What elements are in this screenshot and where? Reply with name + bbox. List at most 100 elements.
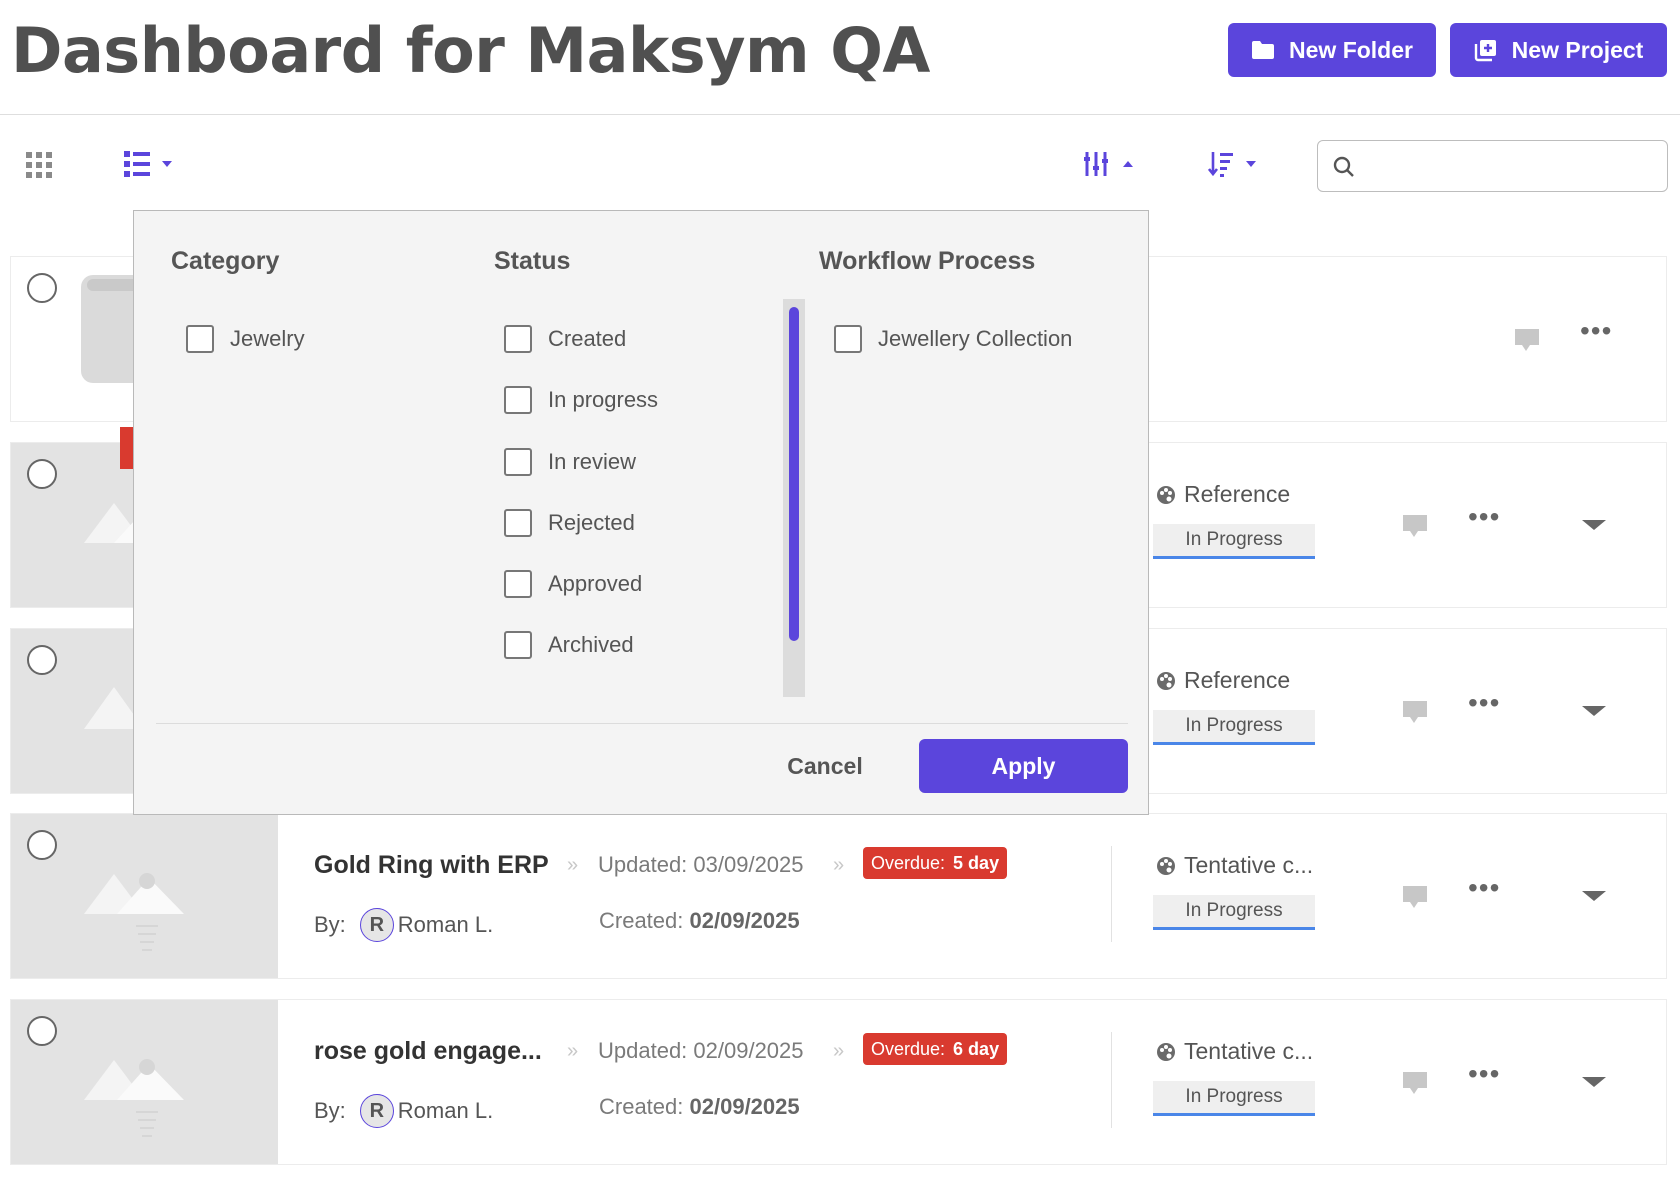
author: By: R Roman L. <box>314 1094 493 1128</box>
grid-view-icon[interactable] <box>26 152 52 183</box>
search-input[interactable] <box>1317 140 1668 192</box>
page-header: Dashboard for Maksym QA New Folder New P… <box>0 0 1680 115</box>
project-title[interactable]: rose gold engage... <box>314 1037 542 1065</box>
new-project-button[interactable]: New Project <box>1450 23 1667 77</box>
status-heading: Status <box>494 247 571 275</box>
filter-status-created[interactable]: Created <box>504 325 626 353</box>
scrollbar-thumb[interactable] <box>789 307 799 641</box>
comment-icon[interactable] <box>1513 327 1541 353</box>
workflow-label: Tentative c... <box>1184 1038 1314 1064</box>
status-badge: In Progress <box>1153 895 1315 930</box>
chevron-right-icon: » <box>567 854 579 876</box>
status-badge: In Progress <box>1153 710 1315 745</box>
created-date: Created: 02/09/2025 <box>599 1094 800 1119</box>
new-folder-button[interactable]: New Folder <box>1228 23 1436 77</box>
apply-button[interactable]: Apply <box>919 739 1128 793</box>
divider <box>1111 846 1112 942</box>
more-options-icon[interactable]: ••• <box>1468 687 1501 718</box>
chevron-down-icon[interactable] <box>1581 888 1607 904</box>
comment-icon[interactable] <box>1401 699 1429 725</box>
chevron-right-icon: » <box>833 854 845 876</box>
checkbox[interactable] <box>504 570 532 598</box>
more-options-icon[interactable]: ••• <box>1580 315 1613 346</box>
filter-status-in-progress[interactable]: In progress <box>504 386 658 414</box>
filter-status-archived[interactable]: Archived <box>504 631 634 659</box>
select-radio[interactable] <box>27 645 57 675</box>
filter-status-in-review[interactable]: In review <box>504 448 636 476</box>
avatar: R <box>359 1094 394 1128</box>
chevron-right-icon: » <box>567 1040 579 1062</box>
status-badge: In Progress <box>1153 1081 1315 1116</box>
select-radio[interactable] <box>27 459 57 489</box>
sliders-icon <box>1084 152 1108 176</box>
author-name: Roman L. <box>397 1098 494 1123</box>
add-project-icon <box>1474 38 1498 62</box>
checkbox[interactable] <box>834 325 862 353</box>
workflow-name: Reference <box>1156 481 1290 508</box>
overdue-badge: Overdue: 6 day <box>863 1033 1008 1065</box>
overdue-badge: Overdue: 5 day <box>863 847 1008 879</box>
checkbox[interactable] <box>504 448 532 476</box>
comment-icon[interactable] <box>1401 1070 1429 1096</box>
chevron-up-icon <box>1123 161 1133 167</box>
chevron-down-icon[interactable] <box>1581 703 1607 719</box>
select-radio[interactable] <box>27 273 57 303</box>
checkbox[interactable] <box>504 325 532 353</box>
list-view-icon[interactable] <box>124 150 172 178</box>
workflow-label: Tentative c... <box>1184 852 1314 878</box>
more-options-icon[interactable]: ••• <box>1468 872 1501 903</box>
overdue-marker <box>120 427 136 469</box>
image-placeholder-icon <box>84 873 184 951</box>
updated-date: Updated: 02/09/2025 <box>598 1038 804 1063</box>
project-title[interactable]: Gold Ring with ERP <box>314 851 549 879</box>
new-folder-label: New Folder <box>1289 36 1413 63</box>
chevron-down-icon <box>1246 161 1256 167</box>
chevron-right-icon: » <box>833 1040 845 1062</box>
workflow-label: Reference <box>1184 667 1291 693</box>
comment-icon[interactable] <box>1401 884 1429 910</box>
avatar: R <box>359 908 394 942</box>
checkbox[interactable] <box>186 325 214 353</box>
list-item-project[interactable]: Gold Ring with ERP » Updated: 03/09/2025… <box>10 813 1667 979</box>
workflow-name: Tentative c... <box>1156 1038 1313 1065</box>
page-title: Dashboard for Maksym QA <box>11 14 930 87</box>
image-placeholder-icon <box>84 687 144 729</box>
workflow-heading: Workflow Process <box>819 247 1036 275</box>
more-options-icon[interactable]: ••• <box>1468 501 1501 532</box>
chevron-down-icon[interactable] <box>1581 517 1607 533</box>
select-radio[interactable] <box>27 830 57 860</box>
more-options-icon[interactable]: ••• <box>1468 1058 1501 1089</box>
list-item-project[interactable]: rose gold engage... » Updated: 02/09/202… <box>10 999 1667 1165</box>
filter-panel: Category Status Workflow Process Jewelry… <box>133 210 1149 815</box>
status-badge: In Progress <box>1153 524 1315 559</box>
palette-icon <box>1156 485 1176 505</box>
filter-workflow-jewellery-collection[interactable]: Jewellery Collection <box>834 325 1072 353</box>
author-name: Roman L. <box>397 912 494 937</box>
palette-icon <box>1156 856 1176 876</box>
status-options-list: Created In progress In review Rejected A… <box>504 301 774 659</box>
filter-status-approved[interactable]: Approved <box>504 570 642 598</box>
filter-category-jewelry[interactable]: Jewelry <box>186 325 305 353</box>
image-placeholder-icon <box>84 1059 184 1137</box>
checkbox[interactable] <box>504 631 532 659</box>
comment-icon[interactable] <box>1401 513 1429 539</box>
palette-icon <box>1156 1042 1176 1062</box>
folder-icon <box>1251 40 1275 60</box>
checkbox[interactable] <box>504 509 532 537</box>
select-radio[interactable] <box>27 1016 57 1046</box>
filter-toggle[interactable] <box>1084 150 1133 178</box>
workflow-name: Tentative c... <box>1156 852 1313 879</box>
workflow-label: Reference <box>1184 481 1291 507</box>
checkbox[interactable] <box>504 386 532 414</box>
workflow-name: Reference <box>1156 667 1290 694</box>
search-icon <box>1333 156 1354 177</box>
new-project-label: New Project <box>1511 36 1644 63</box>
sort-toggle[interactable] <box>1208 150 1256 178</box>
updated-date: Updated: 03/09/2025 <box>598 852 804 877</box>
divider <box>1111 1032 1112 1128</box>
sort-icon <box>1208 152 1233 177</box>
chevron-down-icon[interactable] <box>1581 1074 1607 1090</box>
category-heading: Category <box>171 247 280 275</box>
filter-status-rejected[interactable]: Rejected <box>504 509 635 537</box>
cancel-button[interactable]: Cancel <box>787 752 863 779</box>
